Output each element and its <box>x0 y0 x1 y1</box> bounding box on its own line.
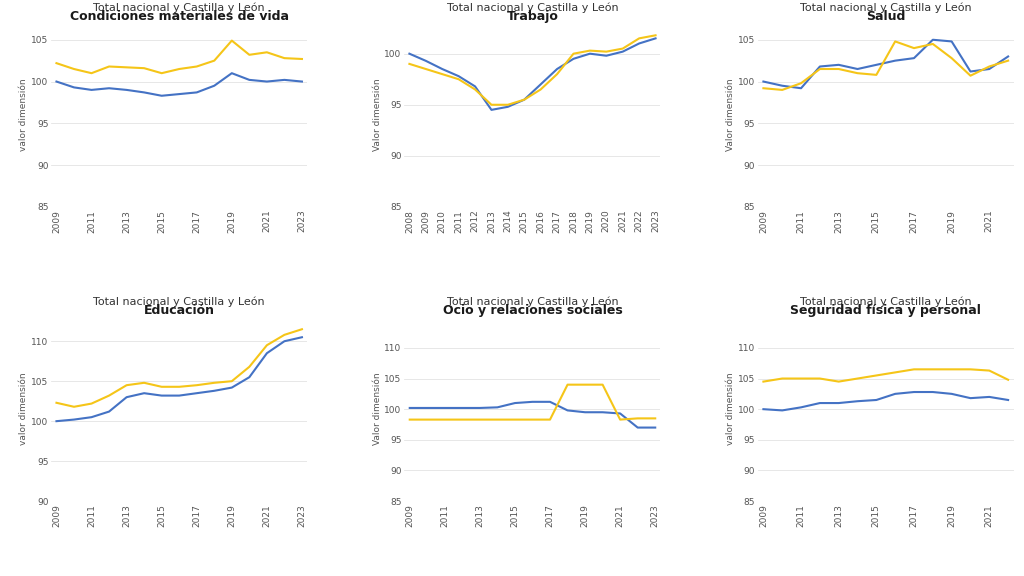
Text: Total nacional y Castilla y León: Total nacional y Castilla y León <box>93 297 265 307</box>
Text: Total nacional y Castilla y León: Total nacional y Castilla y León <box>446 2 618 13</box>
Y-axis label: valor dimensión: valor dimensión <box>19 79 29 151</box>
Text: Total nacional y Castilla y León: Total nacional y Castilla y León <box>446 297 618 307</box>
Title: Salud: Salud <box>866 10 905 23</box>
Text: Total nacional y Castilla y León: Total nacional y Castilla y León <box>93 2 265 13</box>
Title: Trabajo: Trabajo <box>507 10 558 23</box>
Y-axis label: valor dimensión: valor dimensión <box>19 373 29 445</box>
Y-axis label: Valor dimensión: Valor dimensión <box>726 79 735 151</box>
Y-axis label: valor dimensión: valor dimensión <box>726 373 735 445</box>
Title: Seguridad física y personal: Seguridad física y personal <box>791 304 981 317</box>
Y-axis label: Valor dimensión: Valor dimensión <box>373 373 382 445</box>
Text: Total nacional y Castilla y León: Total nacional y Castilla y León <box>800 2 972 13</box>
Title: Educación: Educación <box>143 304 215 317</box>
Title: Condiciones materiales de vida: Condiciones materiales de vida <box>70 10 289 23</box>
Title: Ocio y relaciones sociales: Ocio y relaciones sociales <box>442 304 623 317</box>
Text: Total nacional y Castilla y León: Total nacional y Castilla y León <box>800 297 972 307</box>
Y-axis label: Valor dimensión: Valor dimensión <box>373 79 382 151</box>
